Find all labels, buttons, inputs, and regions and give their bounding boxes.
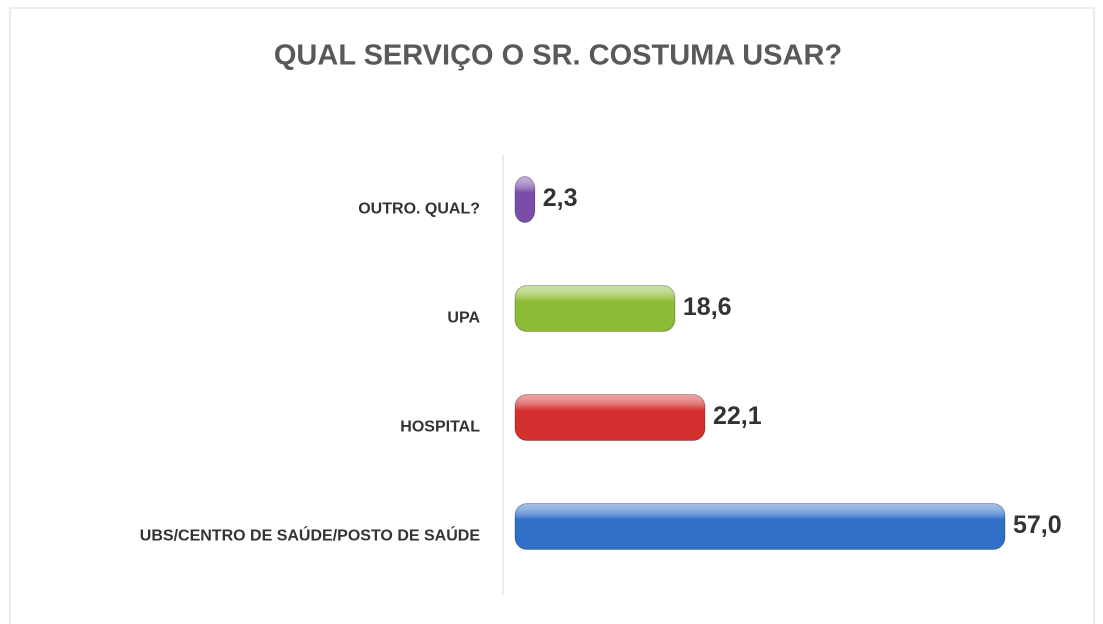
category-label: UPA (447, 310, 480, 327)
chart-title: QUAL SERVIÇO O SR. COSTUMA USAR? (274, 40, 842, 72)
bar (514, 394, 706, 441)
value-label: 2,3 (543, 184, 578, 212)
value-label: 22,1 (713, 402, 762, 430)
category-label: UBS/CENTRO DE SAÚDE/POSTO DE SAÚDE (140, 526, 481, 545)
value-label: 57,0 (1013, 511, 1062, 539)
bar (514, 285, 676, 332)
chart-frame (9, 7, 1095, 624)
category-label: HOSPITAL (400, 419, 480, 436)
bar (514, 176, 536, 223)
category-label: OUTRO. QUAL? (358, 201, 480, 218)
bar (514, 503, 1006, 550)
value-label: 18,6 (683, 293, 732, 321)
